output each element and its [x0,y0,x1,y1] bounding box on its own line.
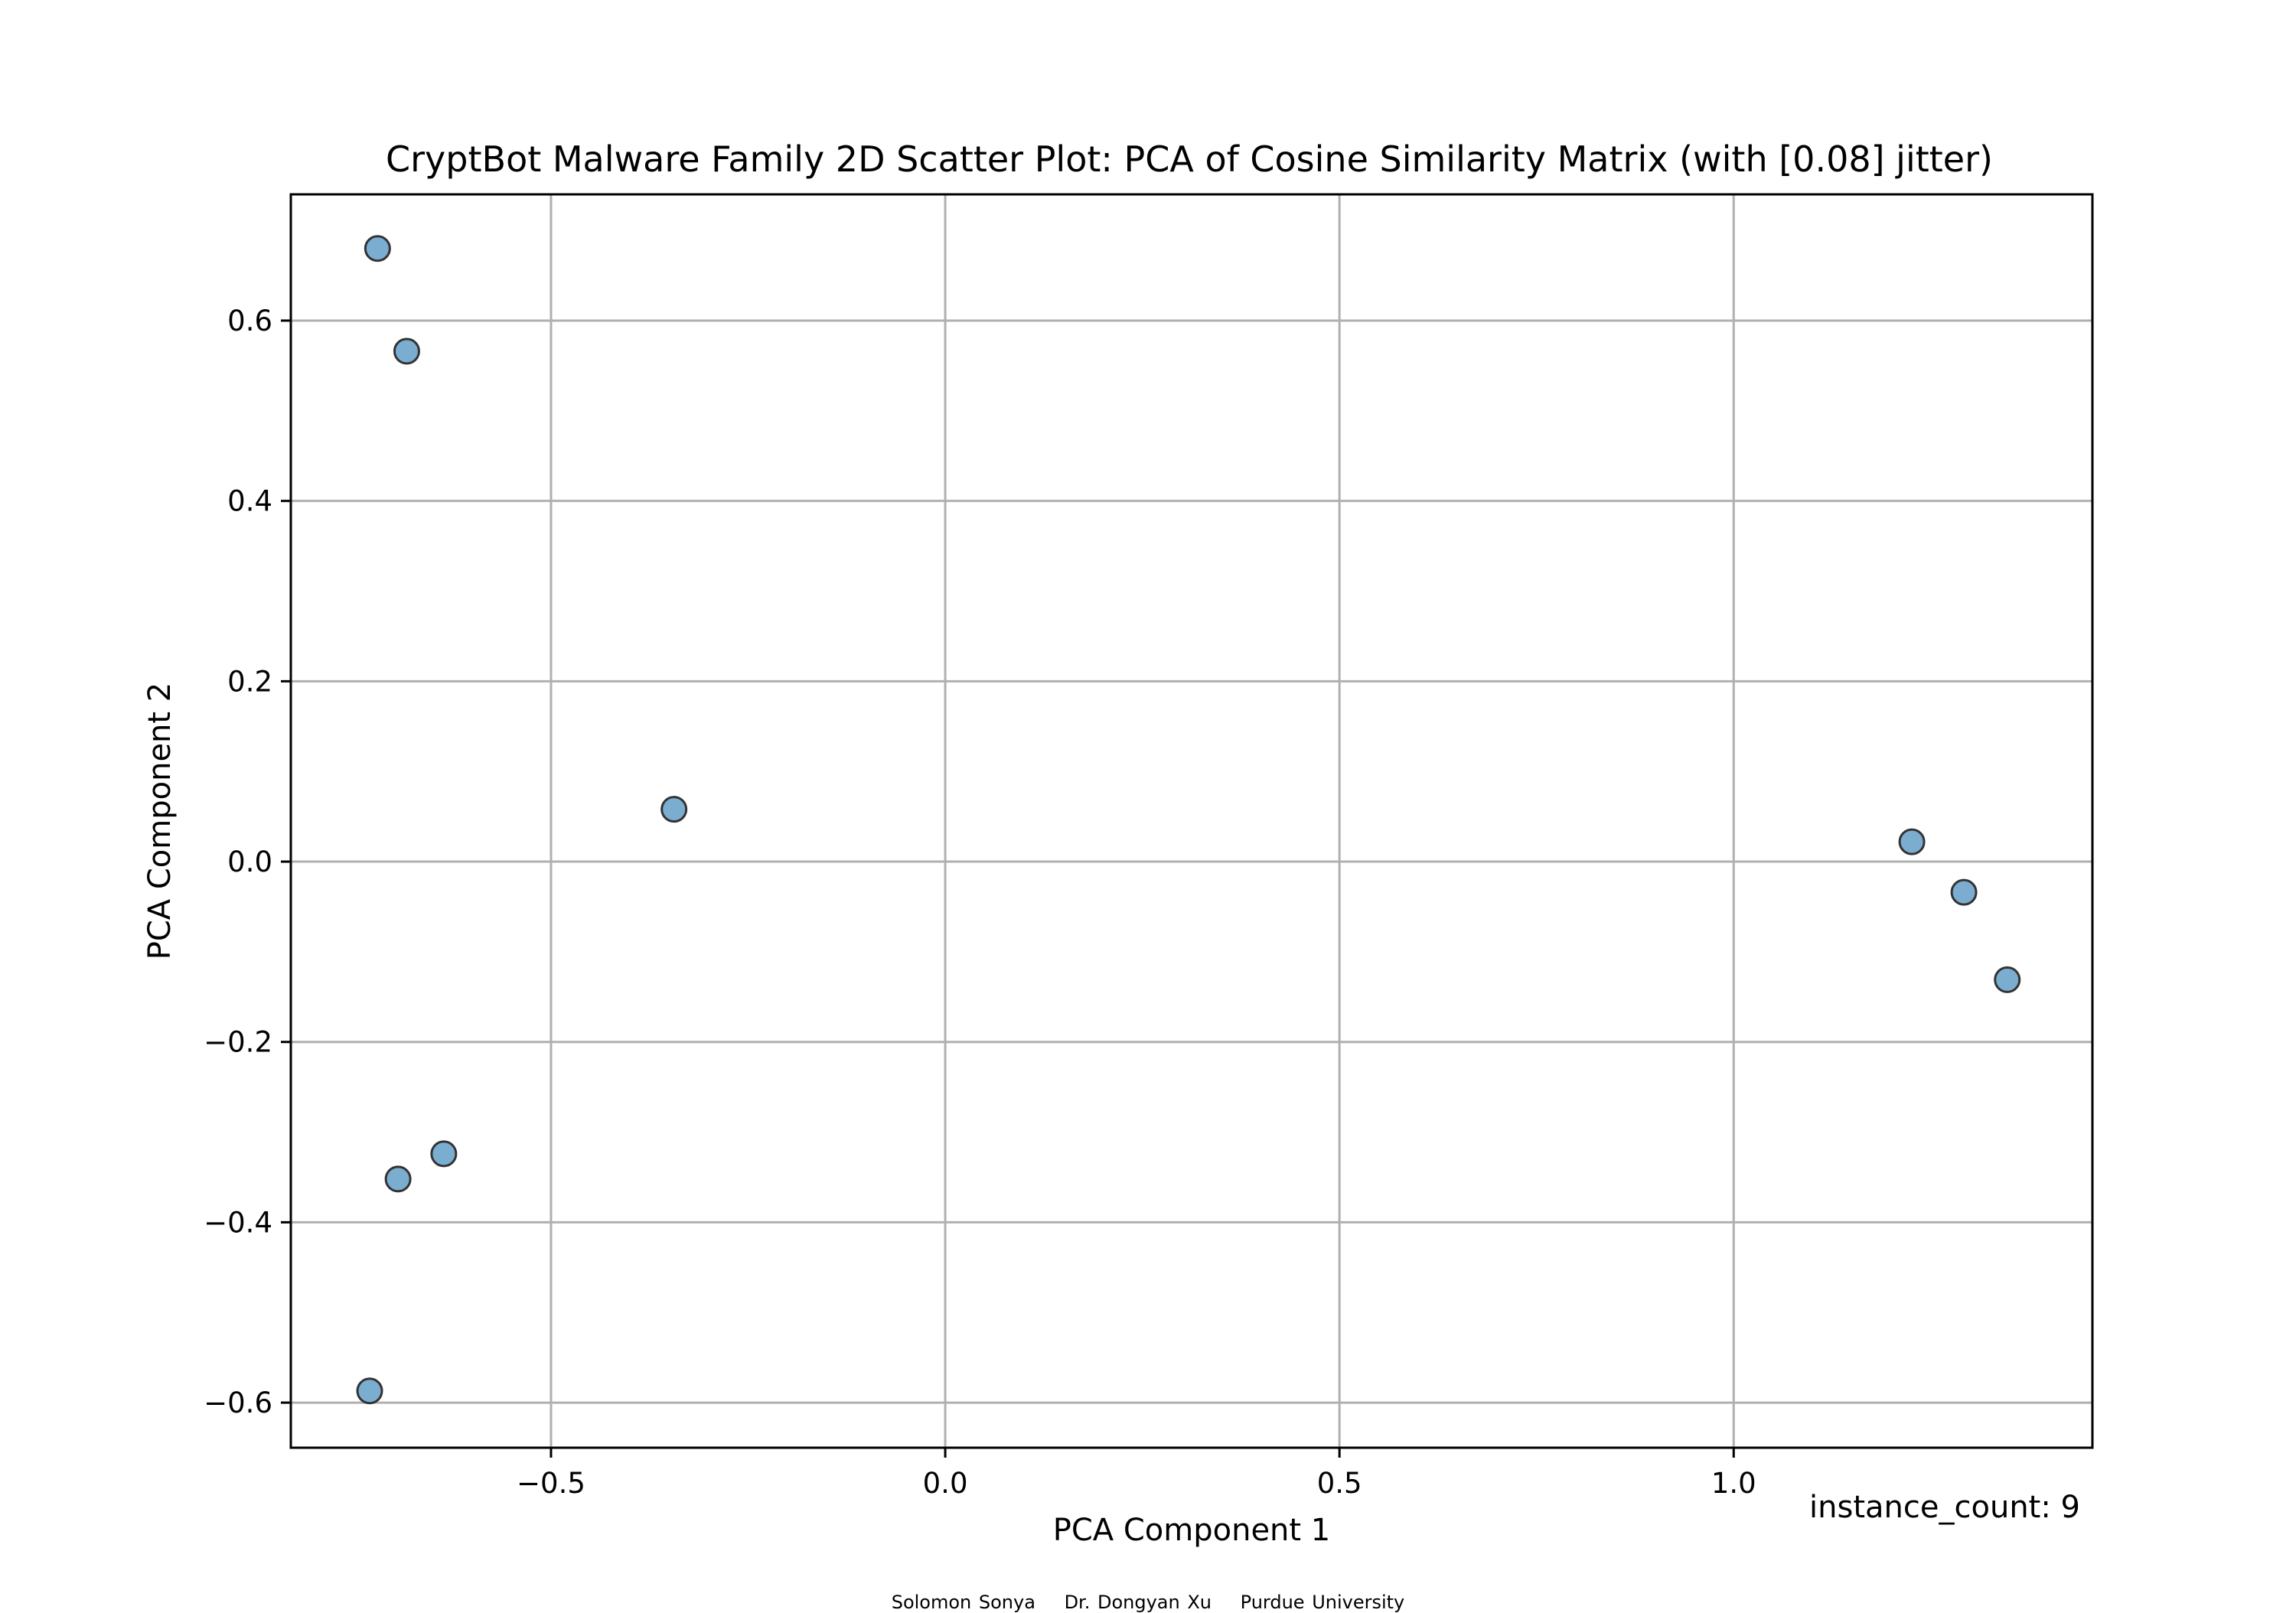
footer-advisor: Dr. Dongyan Xu [1064,1592,1212,1613]
y-tick-label: −0.2 [204,1026,272,1059]
y-tick-label: 0.2 [227,665,272,698]
y-tick-label: −0.6 [204,1387,272,1419]
x-tick-label: 1.0 [1711,1467,1756,1500]
data-points [356,235,2021,1405]
y-tick-label: 0.6 [227,305,272,337]
y-axis-label: PCA Component 2 [142,683,178,960]
footer-institution: Purdue University [1240,1592,1405,1613]
axis-ticks: −0.5 0.0 0.5 1.0 −0.6 −0.4 −0.2 0.0 0.2 0.4 0.6 [204,305,1756,1500]
scatter-point [1950,878,1978,906]
x-tick-label: 0.0 [923,1467,968,1500]
footer-author: Solomon Sonya [891,1592,1035,1613]
instance-count-annotation: instance_count: 9 [1809,1490,2080,1525]
plot-frame [289,193,2094,1449]
scatter-point [356,1377,383,1405]
x-tick-label: −0.5 [517,1467,585,1500]
chart-title: CryptBot Malware Family 2D Scatter Plot:… [386,138,1993,180]
footer-credits: Solomon Sonya Dr. Dongyan Xu Purdue Univ… [0,1592,2296,1613]
y-tick-label: −0.4 [204,1206,272,1239]
x-axis-label: PCA Component 1 [1053,1513,1331,1548]
scatter-point [384,1165,412,1193]
scatter-point [430,1140,458,1168]
y-tick-label: 0.0 [227,846,272,878]
scatter-point [1994,966,2021,993]
y-tick-label: 0.4 [227,485,272,518]
scatter-point [1898,828,1926,855]
scatter-point [660,796,688,823]
scatter-point [364,235,391,262]
x-tick-label: 0.5 [1317,1467,1362,1500]
scatter-point [393,337,420,365]
gridlines [291,194,2092,1448]
